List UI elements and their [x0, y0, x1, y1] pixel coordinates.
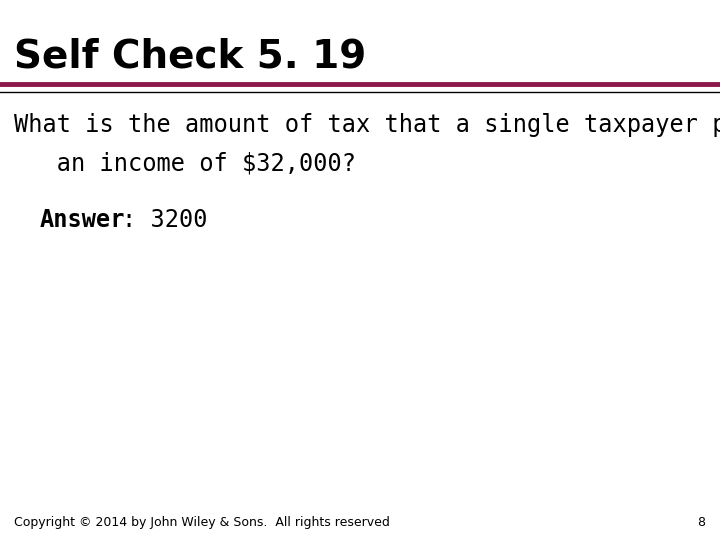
- Text: 8: 8: [698, 516, 706, 529]
- Text: Answer: Answer: [40, 208, 125, 232]
- Text: Self Check 5. 19: Self Check 5. 19: [14, 38, 366, 76]
- Text: What is the amount of tax that a single taxpayer pays on: What is the amount of tax that a single …: [14, 113, 720, 137]
- Text: : 3200: : 3200: [122, 208, 208, 232]
- Text: an income of $32,000?: an income of $32,000?: [14, 151, 356, 175]
- Text: Copyright © 2014 by John Wiley & Sons.  All rights reserved: Copyright © 2014 by John Wiley & Sons. A…: [14, 516, 390, 529]
